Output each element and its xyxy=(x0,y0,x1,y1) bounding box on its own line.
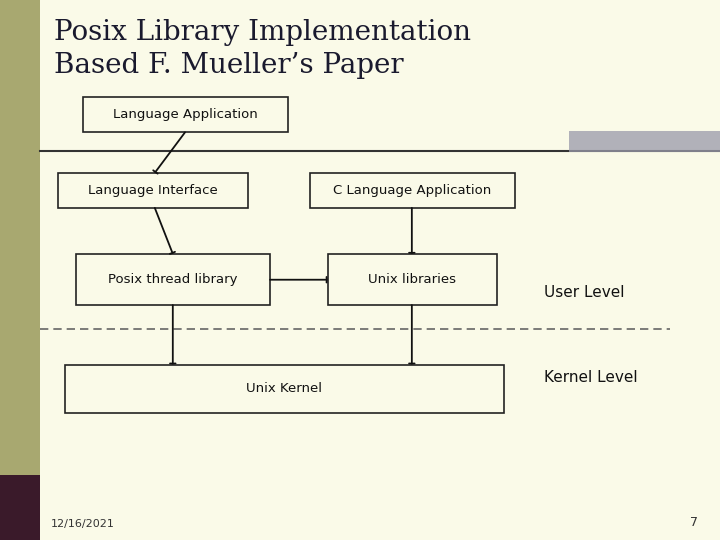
FancyBboxPatch shape xyxy=(76,254,270,305)
Text: Posix thread library: Posix thread library xyxy=(108,273,238,286)
Bar xyxy=(0,475,40,540)
Text: Unix libraries: Unix libraries xyxy=(368,273,456,286)
Text: 7: 7 xyxy=(690,516,698,529)
FancyBboxPatch shape xyxy=(58,173,248,208)
FancyBboxPatch shape xyxy=(83,97,288,132)
Text: 12/16/2021: 12/16/2021 xyxy=(50,519,114,529)
FancyBboxPatch shape xyxy=(310,173,515,208)
Text: Language Application: Language Application xyxy=(113,108,258,122)
Text: User Level: User Level xyxy=(544,285,624,300)
Text: Language Interface: Language Interface xyxy=(88,184,218,197)
Bar xyxy=(569,131,720,152)
Text: Unix Kernel: Unix Kernel xyxy=(246,382,323,395)
Text: Kernel Level: Kernel Level xyxy=(544,370,637,386)
Text: C Language Application: C Language Application xyxy=(333,184,491,197)
Bar xyxy=(0,0,40,540)
Text: Posix Library Implementation
Based F. Mueller’s Paper: Posix Library Implementation Based F. Mu… xyxy=(54,19,471,79)
FancyBboxPatch shape xyxy=(65,364,504,413)
FancyBboxPatch shape xyxy=(328,254,497,305)
